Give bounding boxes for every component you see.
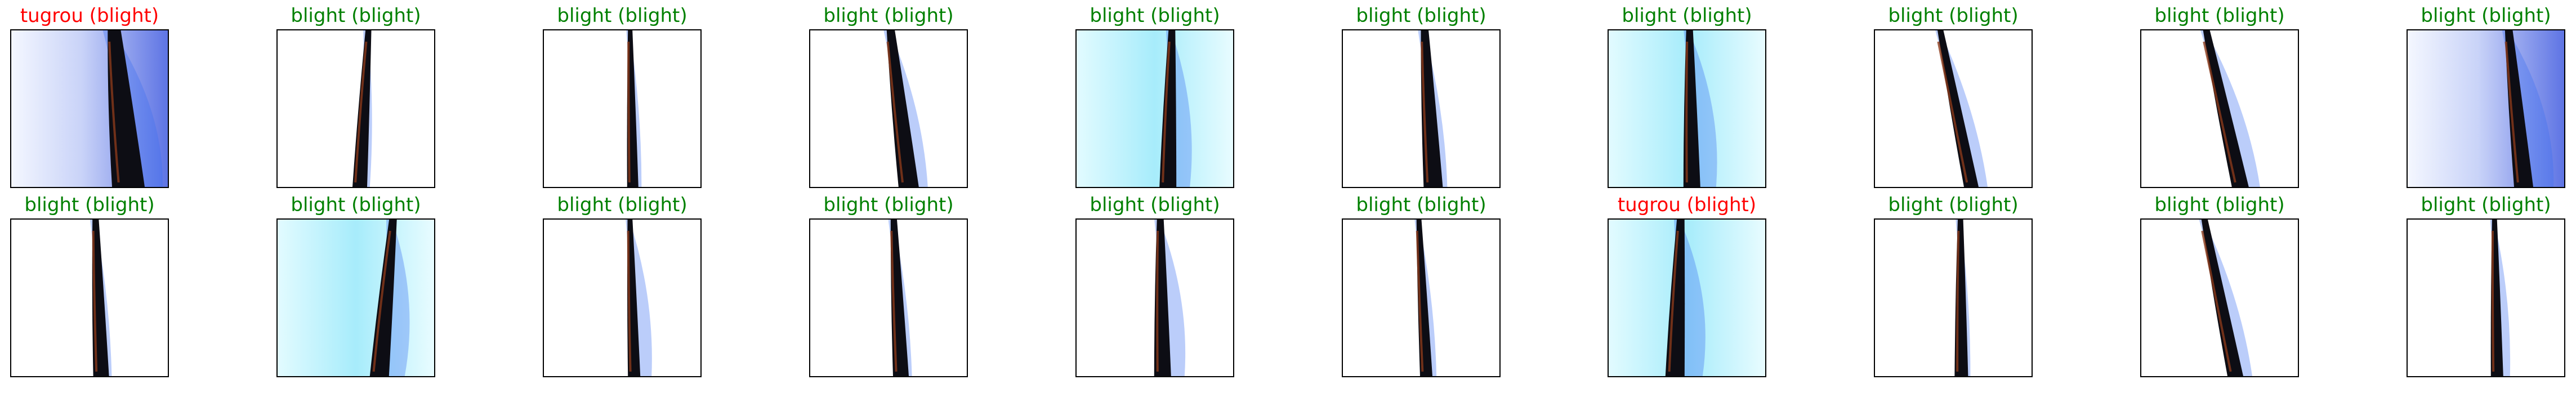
panel-title: blight (blight) [1888,194,2019,216]
leaf-lesion [2201,230,2232,372]
leaf-image-graphic [1077,220,1233,376]
leaf-lesion [1685,41,1689,183]
leaf-image [2140,218,2299,377]
leaf-image-graphic [1343,30,1499,187]
image-background [11,30,168,187]
panel-title: blight (blight) [1356,5,1486,27]
leaf-lesion [1156,230,1159,372]
panel-title: blight (blight) [2154,5,2285,27]
panel-title: blight (blight) [557,194,687,216]
panel-title: blight (blight) [291,5,421,27]
leaf-image-graphic [544,220,700,376]
panel-title: blight (blight) [2421,194,2551,216]
leaf-image [543,218,702,377]
leaf-image [1075,218,1234,377]
leaf-image [2407,218,2565,377]
leaf-blade [1937,30,1979,187]
leaf-image [276,218,435,377]
leaf-image [809,29,968,188]
leaf-image [543,29,702,188]
leaf-image [2140,29,2299,188]
leaf-lesion [1162,41,1171,183]
panel-title: tugrou (blight) [1617,194,1757,216]
panel-title: blight (blight) [823,5,954,27]
image-background [11,220,168,376]
panel-title: blight (blight) [823,194,954,216]
leaf-image [1874,29,2033,188]
leaf-blade [2504,30,2533,187]
leaf-image [1342,29,1501,188]
leaf-image-graphic [810,30,967,187]
image-background [544,30,700,187]
panel-title: blight (blight) [2154,194,2285,216]
leaf-image [809,218,968,377]
leaf-image-graphic [1875,220,2032,376]
leaf-image-graphic [810,220,967,376]
panel-title: blight (blight) [2421,5,2551,27]
leaf-image-graphic [1609,220,1765,376]
leaf-lesion [1421,41,1429,183]
leaf-image-graphic [2408,220,2564,376]
leaf-lesion [627,230,632,372]
leaf-image-graphic [1875,30,2032,187]
image-background [544,220,700,376]
panel-title: blight (blight) [1888,5,2019,27]
panel-title: blight (blight) [1090,5,1220,27]
panel-title: tugrou (blight) [20,5,159,27]
leaf-lesion [372,230,391,372]
panel-title: blight (blight) [24,194,155,216]
image-background [810,220,967,376]
leaf-image [2407,29,2565,188]
leaf-image-graphic [1609,30,1765,187]
leaf-image [1608,29,1766,188]
leaf-lesion [890,230,898,372]
leaf-image-graphic [278,30,434,187]
leaf-image-graphic [1077,30,1233,187]
leaf-image-graphic [278,220,434,376]
leaf-image-graphic [2408,30,2564,187]
leaf-blade [2203,30,2249,187]
leaf-lesion [1668,230,1679,372]
leaf-image-graphic [1343,220,1499,376]
leaf-image [1608,218,1766,377]
image-background [2408,30,2564,187]
leaf-image-graphic [11,30,168,187]
leaf-image [1342,218,1501,377]
panel-title: blight (blight) [557,5,687,27]
leaf-lesion [2203,41,2236,183]
leaf-image-graphic [544,30,700,187]
leaf-image [10,218,169,377]
leaf-lesion [92,230,98,372]
leaf-lesion [2504,41,2519,183]
image-background [2408,220,2564,376]
leaf-image [276,29,435,188]
leaf-image [10,29,169,188]
leaf-lesion [354,41,368,183]
leaf-image [1874,218,2033,377]
image-background [1875,220,2032,376]
image-background [1077,30,1233,187]
leaf-lesion [108,41,120,183]
panel-title: blight (blight) [1356,194,1486,216]
image-background [1609,220,1765,376]
panel-title: blight (blight) [291,194,421,216]
panel-title: blight (blight) [1622,5,1752,27]
leaf-image-graphic [2141,220,2298,376]
leaf-image-graphic [2141,30,2298,187]
panel-title: blight (blight) [1090,194,1220,216]
leaf-lesion [627,41,631,183]
leaf-image-graphic [11,220,168,376]
leaf-blade [886,30,919,187]
leaf-lesion [1956,230,1960,372]
leaf-blade [108,30,145,187]
leaf-image [1075,29,1234,188]
leaf-lesion [886,41,904,183]
image-background [278,220,434,376]
leaf-blade [2201,220,2243,376]
leaf-lesion [1937,41,1968,183]
leaf-lesion [1416,230,1424,372]
